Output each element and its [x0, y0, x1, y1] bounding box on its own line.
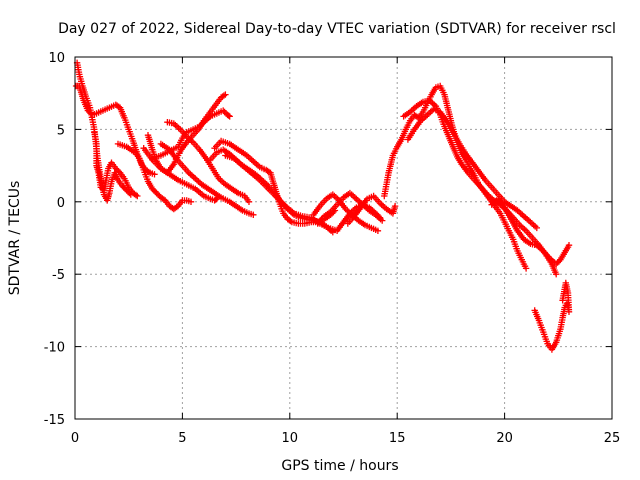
y-tick-label: 10 [48, 51, 65, 66]
chart-title: Day 027 of 2022, Sidereal Day-to-day VTE… [58, 21, 616, 37]
series-track-7 [157, 140, 257, 218]
y-tick-label: 0 [57, 196, 65, 211]
series-track-14 [314, 189, 386, 227]
x-tick-label: 10 [282, 431, 299, 446]
x-tick-label: 15 [389, 431, 406, 446]
y-tick-label: 5 [57, 123, 65, 138]
series-track-16 [381, 82, 530, 272]
plus-markers [157, 140, 257, 218]
plus-markers [381, 82, 530, 272]
plus-markers [404, 105, 540, 232]
y-tick-label: -15 [44, 413, 65, 428]
y-tick-label: -5 [52, 268, 65, 283]
x-axis-label: GPS time / hours [281, 458, 398, 474]
plus-markers [91, 129, 141, 200]
series-track-4 [114, 140, 195, 213]
plus-markers [400, 97, 560, 278]
plus-markers [344, 192, 399, 227]
y-axis-label: SDTVAR / TECUs [7, 181, 23, 296]
x-tick-label: 0 [71, 431, 79, 446]
series-track-15 [344, 192, 399, 227]
data-points [72, 59, 573, 353]
x-tick-label: 20 [496, 431, 513, 446]
series-track-8 [140, 145, 220, 204]
series-track-10 [211, 137, 339, 227]
x-tick-label: 5 [178, 431, 186, 446]
plus-markers [488, 195, 573, 268]
series-track-17 [400, 97, 560, 278]
y-tick-label: -10 [44, 341, 65, 356]
plus-markers [140, 145, 220, 204]
series-track-20 [531, 279, 573, 353]
series-track-18 [404, 105, 540, 232]
plus-markers [211, 137, 339, 227]
series-track-9 [164, 119, 253, 205]
plot-frame [74, 56, 613, 420]
plus-markers [114, 140, 195, 213]
axis-ticks: 0 5 10 15 20 25 -15 -10 -5 0 5 10 [44, 51, 621, 446]
plus-markers [531, 279, 573, 353]
plus-markers [164, 119, 253, 205]
plus-markers [314, 189, 386, 227]
series-track-19 [488, 195, 573, 268]
grid-lines [75, 57, 612, 419]
series-track-3 [91, 129, 141, 200]
x-tick-label: 25 [604, 431, 621, 446]
